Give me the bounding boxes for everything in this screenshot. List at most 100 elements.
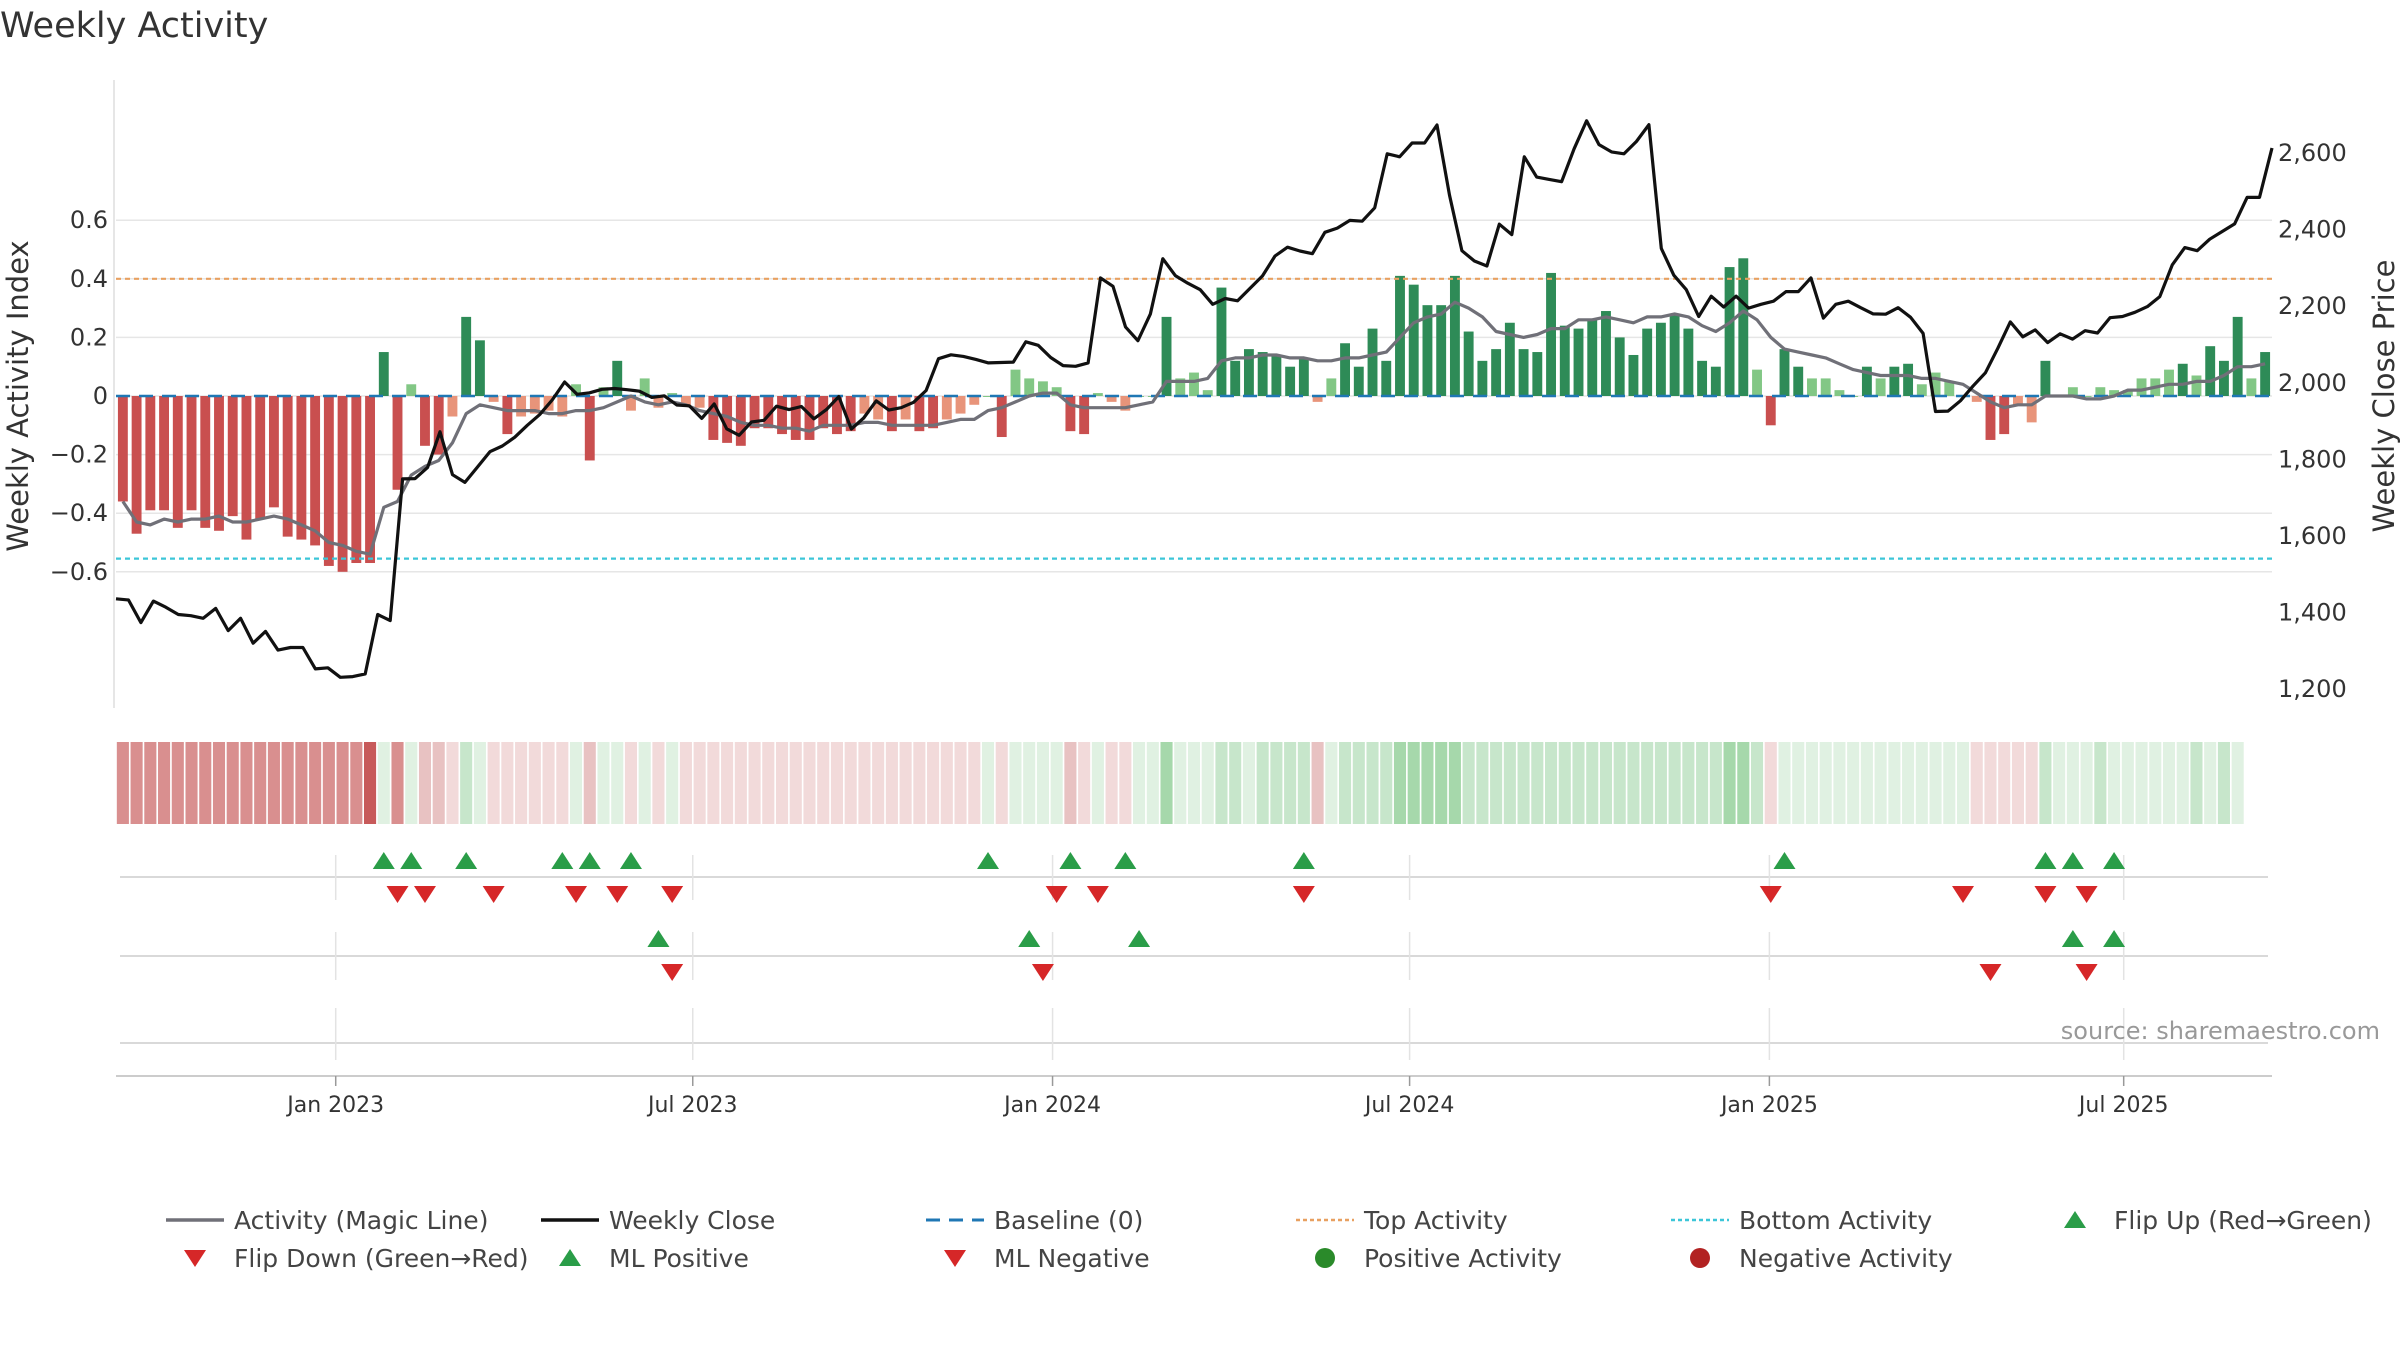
activity-bar <box>969 396 980 405</box>
activity-bar <box>1793 366 1804 396</box>
heatmap-cell <box>432 742 445 824</box>
activity-bar <box>2191 375 2202 396</box>
ml-positive-marker <box>2103 930 2126 947</box>
heatmap-cell <box>1833 742 1846 824</box>
heatmap-cell <box>817 742 830 824</box>
activity-bar <box>1189 372 1199 396</box>
activity-bar <box>886 396 897 432</box>
heatmap-cell <box>226 742 239 824</box>
activity-bar <box>832 396 842 435</box>
heatmap-cell <box>1105 742 1118 824</box>
heatmap-cell <box>734 742 747 824</box>
y2-tick-label: 2,200 <box>2278 292 2347 320</box>
activity-bar <box>928 396 939 429</box>
activity-bar <box>1243 349 1254 396</box>
y-tick-label: 0 <box>93 382 108 410</box>
activity-bar <box>1065 396 1076 432</box>
legend-label: Baseline (0) <box>994 1205 1144 1235</box>
ml-negative-marker <box>1031 964 1054 981</box>
legend-item: Baseline (0) <box>924 1205 1143 1235</box>
heatmap-cell <box>1668 742 1681 824</box>
activity-bar <box>1930 372 1941 396</box>
heatmap-cell <box>775 742 789 824</box>
heatmap-cell <box>913 742 926 824</box>
heatmap-cell <box>1778 742 1791 824</box>
heatmap-cell <box>2149 742 2162 824</box>
activity-bar <box>1092 393 1103 396</box>
heatmap-cell <box>528 742 541 824</box>
activity-bar <box>763 396 774 429</box>
dash-legend-icon <box>926 1218 984 1222</box>
activity-bar <box>310 396 321 546</box>
heatmap-cell <box>981 742 995 824</box>
activity-bar <box>900 396 911 420</box>
flip-down-marker <box>386 886 409 903</box>
heatmap-cell <box>1943 742 1956 824</box>
activity-bar <box>749 396 760 429</box>
activity-bar <box>996 396 1007 438</box>
flip-down-marker <box>606 886 629 903</box>
heatmap-cell <box>597 742 610 824</box>
heatmap-cell <box>1311 742 1324 824</box>
flip-up-marker <box>2034 852 2057 869</box>
activity-bar <box>1889 366 1900 396</box>
activity-bar <box>557 396 568 417</box>
heatmap-cell <box>130 742 143 824</box>
activity-bar <box>1985 396 1996 440</box>
activity-bar <box>1010 369 1021 396</box>
tri-up-legend-icon <box>2064 1211 2086 1228</box>
heatmap-cell <box>2190 742 2203 824</box>
activity-bar <box>392 396 403 490</box>
y-tick-label: 0.6 <box>70 206 108 234</box>
dot-line-legend-icon <box>1671 1218 1729 1222</box>
heatmap-cell <box>322 742 335 824</box>
activity-bar <box>722 396 733 443</box>
heatmap-cell <box>885 742 898 824</box>
heatmap-cell <box>460 742 473 824</box>
heatmap-cell <box>295 742 308 824</box>
flip-down-marker <box>1086 886 1109 903</box>
activity-bar <box>667 393 678 396</box>
flip-up-marker <box>455 852 478 869</box>
activity-bar <box>1024 378 1035 396</box>
activity-bar <box>1381 360 1392 396</box>
activity-bar <box>1559 325 1570 396</box>
heatmap-cell <box>638 742 651 824</box>
series-lines <box>115 119 2274 679</box>
heatmap-cell <box>212 742 226 824</box>
heatmap-cell <box>1627 742 1640 824</box>
activity-bar <box>516 396 527 417</box>
activity-bar <box>1820 378 1831 396</box>
heatmap-cell <box>1091 742 1104 824</box>
y2-tick-label: 2,000 <box>2278 369 2347 397</box>
legend-label: Flip Down (Green→Red) <box>234 1243 529 1273</box>
heatmap-cell <box>1119 742 1132 824</box>
activity-bar <box>1861 366 1872 396</box>
y2-tick-label: 1,800 <box>2278 445 2347 473</box>
activity-bar <box>983 396 993 397</box>
heatmap-cell <box>2162 742 2176 824</box>
line-legend-icon <box>166 1218 224 1222</box>
legend-label: ML Negative <box>994 1243 1150 1273</box>
heatmap-cell <box>1146 742 1159 824</box>
heatmap-cell <box>1421 742 1434 824</box>
heatmap-cell <box>2176 742 2189 824</box>
activity-bar <box>1834 390 1845 396</box>
heatmap-cell <box>1860 742 1873 824</box>
activity-bar <box>1738 258 1749 396</box>
activity-bar <box>1697 360 1708 396</box>
activity-bar <box>1326 378 1337 396</box>
heatmap-cell <box>927 742 940 824</box>
activity-bar <box>1999 396 2010 435</box>
heatmap-cell <box>199 742 212 824</box>
activity-bar <box>777 396 787 435</box>
heatmap-cell <box>1750 742 1764 824</box>
heatmap-cell <box>2025 742 2038 824</box>
activity-bar <box>1463 331 1474 396</box>
heatmap-cell <box>1256 742 1269 824</box>
legend-triangle-up <box>2064 1211 2086 1228</box>
activity-bar <box>241 396 252 540</box>
heatmap-cell <box>1503 742 1516 824</box>
activity-bar <box>145 396 156 511</box>
activity-bar <box>790 396 801 440</box>
